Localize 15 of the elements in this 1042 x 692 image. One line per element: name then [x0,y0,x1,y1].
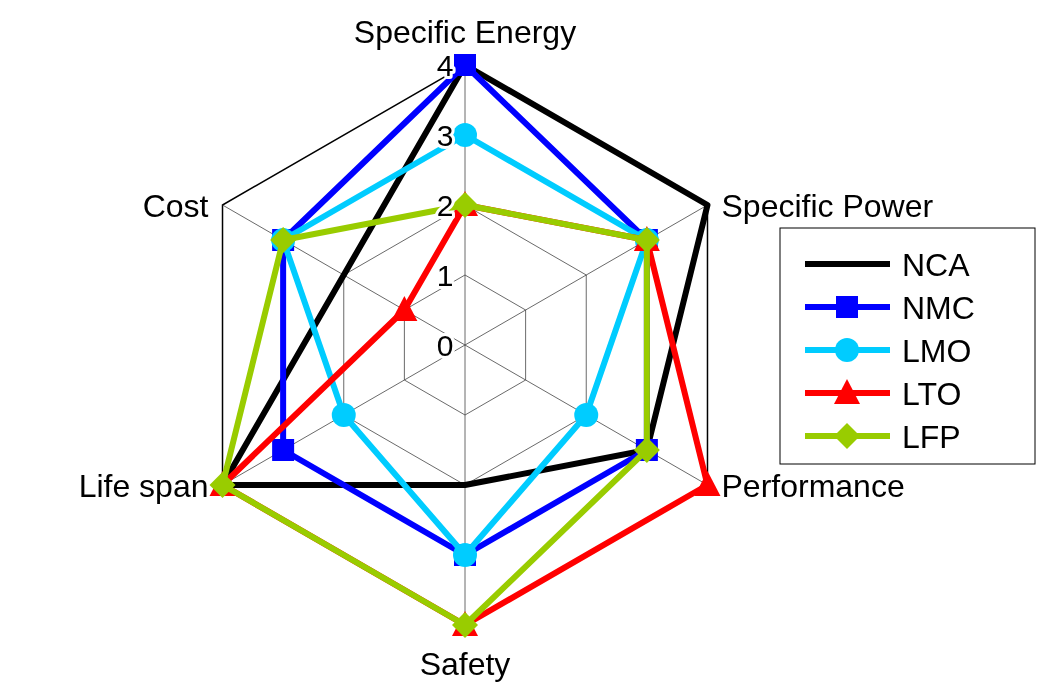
legend-label: LTO [902,376,962,412]
legend-label: LMO [902,333,972,369]
legend-label: NMC [902,290,975,326]
y-tick-label: 1 [436,258,454,292]
legend-label: LFP [902,419,961,455]
y-tick-label: 0 [436,328,454,362]
spoke-label: Specific Energy [353,14,577,50]
spoke-label: Safety [419,646,511,682]
y-tick-label: 4 [436,48,454,82]
spoke-label: Cost [142,188,209,224]
spoke-label: Life span [78,468,209,504]
legend-label: NCA [902,247,971,283]
spoke-label: Performance [721,468,905,504]
y-tick-label: 3 [436,118,454,152]
spoke-label: Specific Power [721,188,934,224]
